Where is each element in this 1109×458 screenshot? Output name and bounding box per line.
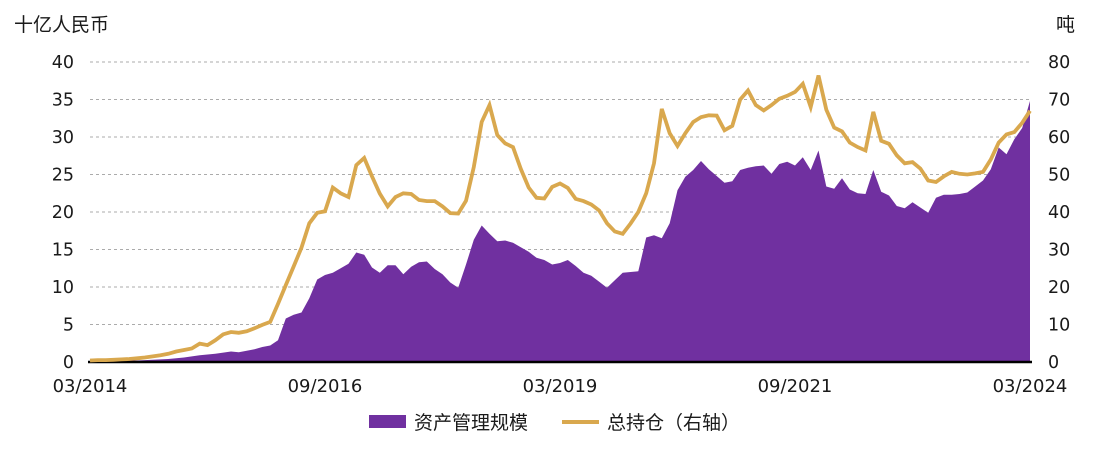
left-axis-tick-label: 35 <box>52 91 74 111</box>
line-series-holdings <box>89 75 1032 363</box>
left-axis-tick-label: 20 <box>52 203 74 223</box>
right-axis-tick-label: 80 <box>1048 53 1070 73</box>
legend-label-aum: 资产管理规模 <box>413 412 528 434</box>
right-axis-title: 吨 <box>1055 14 1075 36</box>
right-axis-tick-label: 40 <box>1048 203 1070 223</box>
left-axis-tick-label: 40 <box>52 53 74 73</box>
right-axis-tick-label: 70 <box>1048 91 1070 111</box>
right-axis-tick-label: 0 <box>1048 353 1059 373</box>
left-axis-tick-label: 30 <box>52 128 74 148</box>
left-axis-title: 十亿人民币 <box>14 14 110 36</box>
x-axis-tick-label: 09/2021 <box>758 376 833 397</box>
left-axis-tick-label: 15 <box>52 241 74 261</box>
legend-item-holdings: 总持仓（右轴） <box>562 408 740 435</box>
area-series-swatch <box>368 415 406 428</box>
right-axis-tick-label: 20 <box>1048 278 1070 298</box>
right-axis-tick-label: 50 <box>1048 166 1070 186</box>
x-axis-tick-label: 03/2019 <box>523 376 598 397</box>
line-series-swatch <box>562 419 599 424</box>
x-axis-tick-label: 03/2014 <box>53 376 128 397</box>
chart-legend: 资产管理规模 总持仓（右轴） <box>0 408 1109 435</box>
area-series-aum <box>90 101 1030 362</box>
right-axis-tick-label: 60 <box>1048 128 1070 148</box>
x-axis-tick-label: 09/2016 <box>288 376 363 397</box>
left-axis-tick-label: 25 <box>52 166 74 186</box>
left-axis-tick-label: 0 <box>63 353 74 373</box>
chart-canvas: 40353025201510508070605040302010003/2014… <box>52 53 1071 397</box>
x-axis-tick-label: 03/2024 <box>993 376 1068 397</box>
left-axis-tick-label: 5 <box>63 316 74 336</box>
right-axis-tick-label: 30 <box>1048 241 1070 261</box>
legend-label-holdings: 总持仓（右轴） <box>607 412 741 434</box>
right-axis-tick-label: 10 <box>1048 316 1070 336</box>
left-axis-tick-label: 10 <box>52 278 74 298</box>
legend-item-aum: 资产管理规模 <box>368 408 528 435</box>
